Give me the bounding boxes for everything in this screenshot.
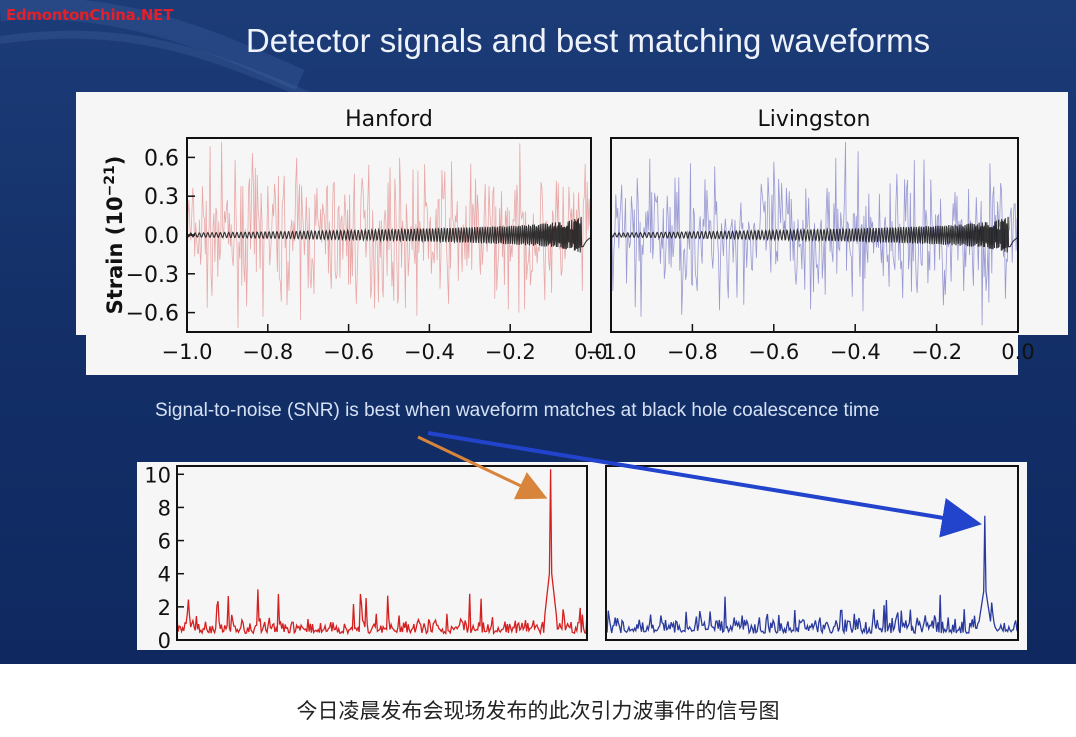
hanford-panel: Hanford 0.6 0.3 0.0 −0.3 −0.6 −1.0 −0.8 −0.6 −0…	[102, 107, 608, 364]
best-match-waveform	[186, 216, 592, 253]
x-tick-label: −0.8	[242, 340, 293, 364]
strain-noise-trace	[186, 141, 592, 329]
hanford-snr-y-ticks: 10 8 6 4 2 0	[144, 463, 184, 653]
hanford-snr-panel: 10 8 6 4 2 0	[144, 463, 588, 653]
hanford-y-axis-label: Strain (10−21)	[102, 156, 127, 315]
hanford-snr-plot	[176, 469, 588, 636]
x-tick-label: 0.0	[1001, 340, 1034, 364]
watermark: EdmontonChina.NET	[6, 6, 174, 24]
x-tick-label: −0.6	[748, 340, 799, 364]
x-tick-label: −0.6	[323, 340, 374, 364]
x-tick-label: −0.2	[485, 340, 536, 364]
hanford-peak-arrow	[417, 435, 548, 500]
livingston-axes-frame	[610, 137, 1019, 333]
slide-background: EdmontonChina.NET Detector signals and b…	[0, 0, 1076, 664]
x-tick-label: 0.0	[574, 340, 607, 364]
slide-title: Detector signals and best matching wavef…	[245, 22, 931, 59]
decorative-swoosh	[0, 0, 322, 104]
hanford-y-ticks: 0.6 0.3 0.0 −0.3 −0.6	[126, 146, 195, 327]
livingston-snr-panel	[605, 465, 1019, 641]
top-figure-xaxis-strip	[86, 335, 1018, 375]
y-tick-label: 0.6	[144, 146, 179, 171]
y-tick-label: −0.3	[126, 263, 179, 288]
livingston-snr-frame	[605, 465, 1019, 641]
livingston-plot-area	[610, 141, 1019, 326]
y-tick-label: 0.3	[144, 185, 179, 210]
snr-y-tick-label: 2	[158, 596, 171, 620]
image-caption: 今日凌晨发布会现场发布的此次引力波事件的信号图	[296, 699, 780, 723]
x-tick-label: −1.0	[586, 340, 637, 364]
livingston-peak-arrow	[427, 431, 982, 538]
livingston-title: Livingston	[758, 107, 871, 132]
snr-trace	[176, 469, 588, 636]
x-tick-label: −0.2	[911, 340, 962, 364]
hanford-x-ticks: −1.0 −0.8 −0.6 −0.4 −0.2 0.0	[162, 324, 608, 364]
y-tick-label: 0.0	[144, 224, 179, 249]
snr-y-tick-label: 4	[158, 563, 171, 587]
hanford-plot-area	[186, 141, 592, 329]
snr-trace	[605, 515, 1019, 636]
x-tick-label: −1.0	[162, 340, 213, 364]
snr-y-tick-label: 6	[158, 530, 171, 554]
snr-y-tick-label: 0	[158, 629, 171, 653]
hanford-snr-frame	[176, 465, 588, 641]
snr-y-tick-label: 8	[158, 496, 171, 520]
figure-canvas: Hanford 0.6 0.3 0.0 −0.3 −0.6 −1.0 −0.8 −0.6 −0…	[86, 107, 1035, 653]
snr-y-tick-label: 10	[144, 463, 171, 487]
x-tick-label: −0.4	[830, 340, 881, 364]
snr-annotation: Signal-to-noise (SNR) is best when wavef…	[155, 400, 880, 421]
livingston-x-ticks: −1.0 −0.8 −0.6 −0.4 −0.2 0.0	[586, 324, 1035, 364]
livingston-panel: Livingston −1.0 −0.8 −0.6 −0.4 −0.2 0.0	[586, 107, 1035, 364]
hanford-title: Hanford	[345, 107, 433, 132]
y-tick-label: −0.6	[126, 302, 179, 327]
x-tick-label: −0.8	[667, 340, 718, 364]
best-match-waveform	[610, 216, 1019, 253]
livingston-snr-plot	[605, 515, 1019, 636]
x-tick-label: −0.4	[404, 340, 455, 364]
strain-noise-trace	[610, 141, 1019, 326]
